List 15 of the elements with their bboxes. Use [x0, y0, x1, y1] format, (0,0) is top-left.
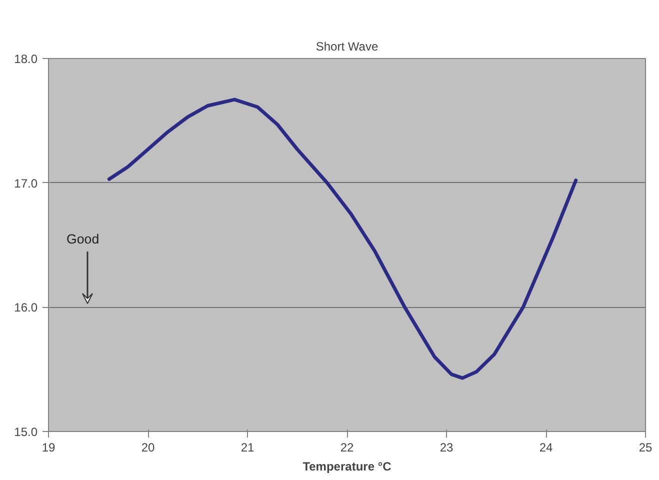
annotation: Good [66, 232, 100, 246]
x-tick-label: 23 [440, 440, 454, 454]
chart-title: Short Wave [316, 40, 378, 54]
y-tick-label: 17.0 [14, 176, 38, 190]
y-tick-label: 16.0 [14, 300, 38, 315]
y-tick-label: 15.0 [14, 425, 38, 439]
line-series [107, 98, 578, 380]
x-axis-title: Temperature °C [302, 460, 392, 474]
x-tick-label: 24 [539, 440, 553, 454]
x-tick-label: 20 [141, 440, 155, 454]
y-tick-label: 18.0 [14, 52, 38, 66]
x-tick-label: 22 [340, 440, 354, 454]
x-tick-label: 25 [638, 440, 652, 454]
x-tick-label: 19 [42, 440, 56, 454]
x-tick-label: 21 [240, 440, 254, 454]
